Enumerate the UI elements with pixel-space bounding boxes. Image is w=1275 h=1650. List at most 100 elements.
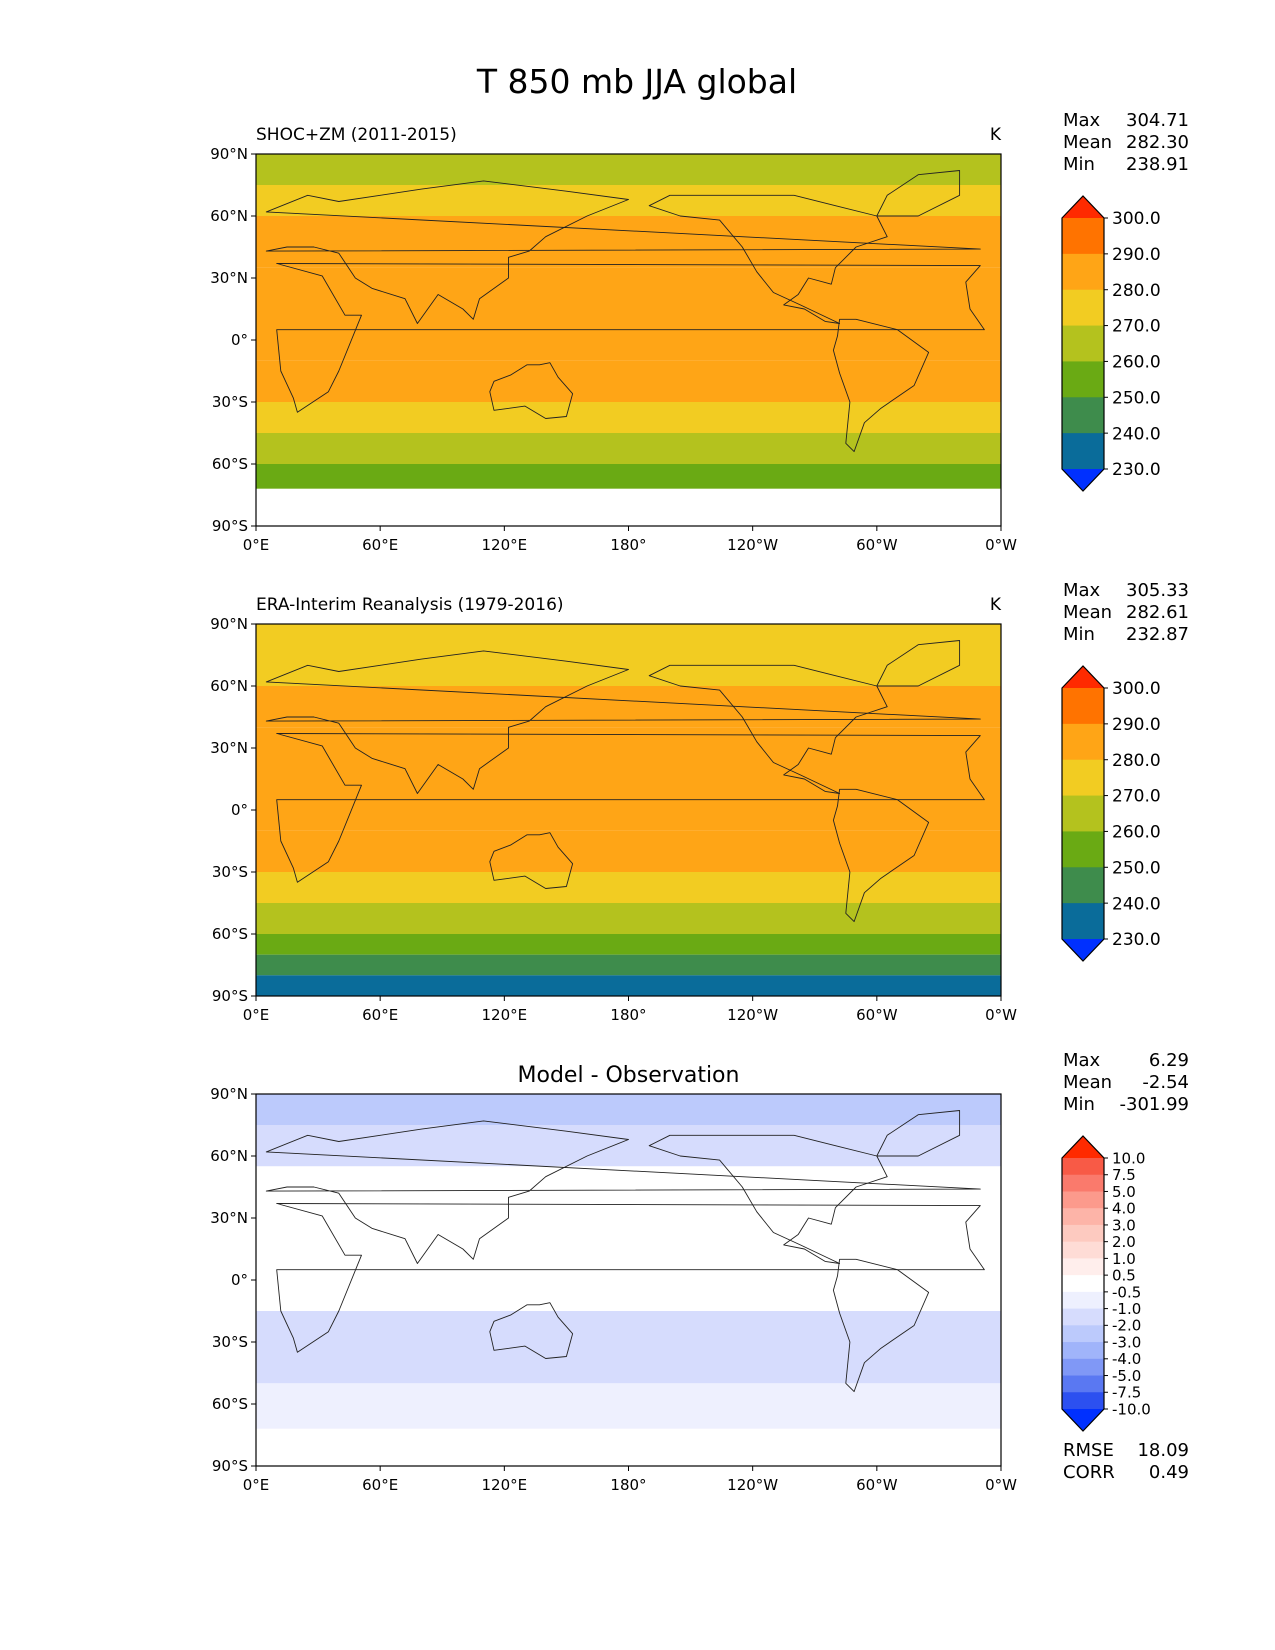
colorbar-label: 240.0 — [1112, 894, 1161, 914]
lon-tick-label: 120°W — [727, 1006, 778, 1024]
coastline — [265, 1120, 981, 1264]
colorbar-segment — [1062, 1241, 1104, 1259]
colorbar-label: 300.0 — [1112, 209, 1161, 229]
colorbar-label: -5.0 — [1112, 1367, 1141, 1385]
stat-label-max: Max — [1063, 1050, 1101, 1071]
stat-value-max: 6.29 — [1149, 1050, 1189, 1071]
colorbar: 10.07.55.04.03.02.01.00.5-0.5-1.0-2.0-3.… — [1061, 1135, 1151, 1432]
field-band — [256, 360, 1001, 402]
field-band — [256, 402, 1001, 433]
colorbar-label: 230.0 — [1112, 930, 1161, 950]
stat-value-min: -301.99 — [1120, 1094, 1189, 1115]
field-band — [256, 903, 1001, 934]
colorbar-segment — [1062, 1258, 1104, 1276]
colorbar-label: -1.0 — [1112, 1300, 1141, 1318]
field-band — [256, 934, 1001, 955]
field-band — [256, 1428, 1001, 1466]
lon-tick-label: 120°W — [727, 536, 778, 554]
colorbar-segment — [1062, 1325, 1104, 1343]
colorbar-label: 300.0 — [1112, 679, 1161, 699]
panel-units: K — [990, 125, 1002, 145]
field-model — [256, 154, 1001, 526]
lon-tick-label: 60°W — [856, 1006, 898, 1024]
field-band — [256, 1094, 1001, 1125]
lon-tick-label: 120°E — [482, 1006, 528, 1024]
corr-value: 0.49 — [1149, 1462, 1189, 1483]
field-band — [256, 1383, 1001, 1429]
coastline — [489, 1302, 574, 1359]
lat-tick-label: 30°S — [212, 1333, 248, 1351]
panel-model: 90°N 60°N 30°N 0° 30°S 60°S 90°S0°E 60°E 120°E 18… — [210, 110, 1189, 554]
colorbar-segment — [1062, 831, 1104, 868]
colorbar-label: 10.0 — [1112, 1149, 1145, 1167]
lon-tick-label: 0°E — [243, 1476, 270, 1494]
colorbar-label: 260.0 — [1112, 823, 1161, 843]
colorbar-segment — [1062, 325, 1104, 362]
colorbar-segment — [1062, 397, 1104, 434]
colorbar-segment — [1062, 903, 1104, 940]
lon-tick-label: 60°E — [362, 1476, 398, 1494]
colorbar-segment — [1062, 1208, 1104, 1226]
coastline — [276, 733, 985, 883]
colorbar: 300.0 290.0 280.0 270.0 260.0 250.0 240.0 230.0 — [1061, 665, 1161, 962]
coastline — [876, 1110, 961, 1157]
lon-tick-label: 180° — [610, 1476, 646, 1494]
panel-observation: 90°N 60°N 30°N 0° 30°S 60°S 90°S0°E 60°E 120°E 18… — [210, 580, 1189, 1024]
colorbar-segment — [1062, 759, 1104, 797]
panel-difference: 90°N 60°N 30°N 0° 30°S 60°S 90°S0°E 60°E 120°E 18… — [210, 1050, 1189, 1494]
colorbar-segment — [1062, 723, 1104, 761]
field-band — [256, 267, 1001, 361]
lon-tick-label: 120°E — [482, 1476, 528, 1494]
colorbar-label: 270.0 — [1112, 317, 1161, 337]
coastline — [648, 194, 888, 324]
lon-tick-label: 60°E — [362, 536, 398, 554]
lat-tick-label: 0° — [231, 331, 248, 349]
stat-value-min: 238.91 — [1126, 154, 1189, 175]
colorbar-label: -0.5 — [1112, 1283, 1141, 1301]
corr-label: CORR — [1063, 1462, 1115, 1483]
coastline — [489, 362, 574, 419]
lat-tick-label: 0° — [231, 1271, 248, 1289]
stat-value-mean: 282.30 — [1126, 132, 1189, 153]
lon-tick-label: 120°E — [482, 536, 528, 554]
colorbar-label: 2.0 — [1112, 1233, 1136, 1251]
colorbar-extend-min — [1062, 469, 1104, 491]
lon-tick-label: 60°E — [362, 1006, 398, 1024]
coastline — [832, 318, 930, 453]
figure-title: T 850 mb JJA global — [476, 62, 797, 101]
coastline — [648, 1134, 888, 1264]
coastline — [265, 180, 981, 324]
lat-tick-label: 60°N — [210, 207, 248, 225]
field-band — [256, 1166, 1001, 1311]
stat-value-min: 232.87 — [1126, 624, 1189, 645]
field-band — [256, 433, 1001, 464]
field-difference — [256, 1094, 1001, 1466]
colorbar-label: 290.0 — [1112, 715, 1161, 735]
colorbar-label: -7.5 — [1112, 1384, 1141, 1402]
colorbar-label: 5.0 — [1112, 1183, 1136, 1201]
colorbar-label: 280.0 — [1112, 751, 1161, 771]
field-band — [256, 872, 1001, 903]
lon-tick-label: 0°E — [243, 1006, 270, 1024]
colorbar-segment — [1062, 289, 1104, 327]
field-band — [256, 1311, 1001, 1384]
colorbar-label: -4.0 — [1112, 1350, 1141, 1368]
colorbar-segment — [1062, 1308, 1104, 1326]
field-band — [256, 464, 1001, 489]
rmse-label: RMSE — [1063, 1440, 1114, 1461]
colorbar-label: 250.0 — [1112, 858, 1161, 878]
colorbar-label: 290.0 — [1112, 245, 1161, 265]
colorbar-segment — [1062, 433, 1104, 470]
colorbar-segment — [1062, 1291, 1104, 1310]
colorbar-label: -2.0 — [1112, 1317, 1141, 1335]
field-band — [256, 624, 1001, 686]
colorbar-segment — [1062, 688, 1104, 725]
colorbar-label: 280.0 — [1112, 281, 1161, 301]
lat-tick-label: 90°S — [212, 517, 248, 535]
field-band — [256, 185, 1001, 216]
colorbar-segment — [1062, 1174, 1104, 1192]
lat-tick-label: 90°S — [212, 1457, 248, 1475]
colorbar-extend-min — [1062, 939, 1104, 961]
colorbar-segment — [1062, 1224, 1104, 1243]
